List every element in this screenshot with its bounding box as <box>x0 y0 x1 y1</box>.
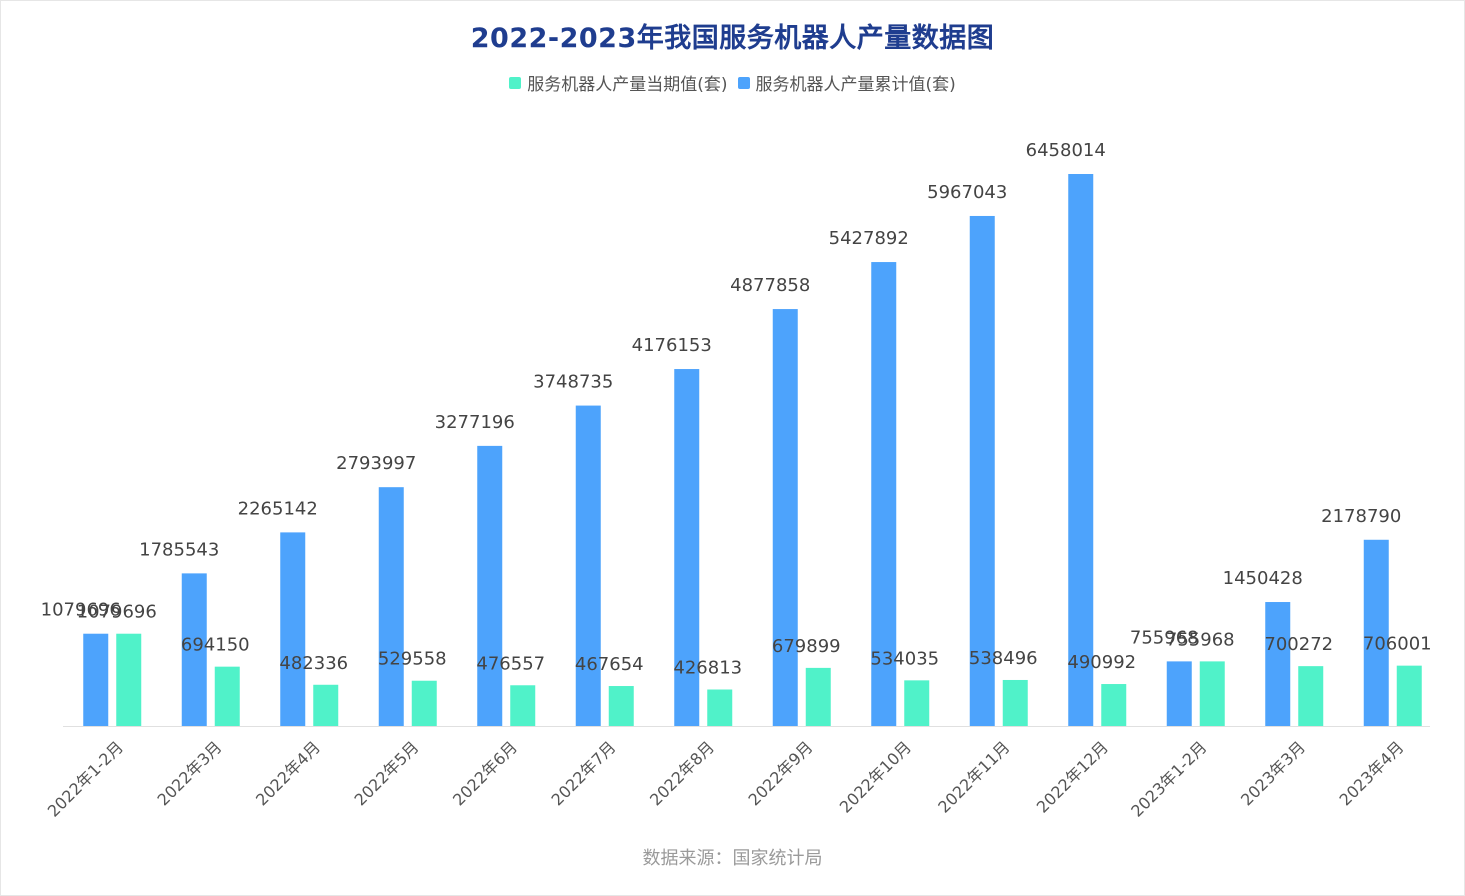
bar-current <box>608 686 634 726</box>
chart-title: 2022-2023年我国服务机器人产量数据图 <box>470 23 995 54</box>
data-label-current: 476557 <box>476 653 545 674</box>
bar-cumulative <box>772 309 798 726</box>
bar-cumulative <box>1166 661 1192 726</box>
data-label-cumulative: 4877858 <box>730 275 810 296</box>
x-tick-label: 2022年12月 <box>1033 737 1112 816</box>
data-label-cumulative: 2265142 <box>238 498 318 519</box>
data-label-current: 529558 <box>378 649 447 670</box>
data-label-current: 482336 <box>279 653 348 674</box>
data-label-cumulative: 6458014 <box>1026 140 1106 161</box>
bar-current <box>904 680 930 726</box>
data-label-current: 538496 <box>969 648 1038 669</box>
bar-current <box>510 685 536 726</box>
legend-label-cumulative: 服务机器人产量累计值(套) <box>755 75 956 95</box>
bar-current <box>411 680 437 726</box>
data-label-cumulative: 4176153 <box>632 335 712 356</box>
data-label-cumulative: 1785543 <box>139 539 219 560</box>
bar-cumulative <box>969 215 995 727</box>
data-label-current: 700272 <box>1264 634 1333 655</box>
x-tick-label: 2022年3月 <box>154 737 226 809</box>
x-tick-label: 2023年3月 <box>1237 737 1309 809</box>
legend-swatch-cumulative <box>737 76 750 89</box>
bar-current <box>1199 661 1225 726</box>
data-label-cumulative: 2178790 <box>1321 506 1401 527</box>
data-label-current: 490992 <box>1067 652 1136 673</box>
bar-cumulative <box>181 573 207 726</box>
bar-cumulative <box>378 487 404 726</box>
data-label-current: 467654 <box>575 654 644 675</box>
x-tick-label: 2022年1-2月 <box>44 737 127 820</box>
x-tick-label: 2022年9月 <box>745 737 817 809</box>
bar-current <box>1396 665 1422 726</box>
data-label-cumulative: 5427892 <box>829 228 909 249</box>
bar-cumulative <box>1363 539 1389 726</box>
data-label-current: 534035 <box>870 648 939 669</box>
data-label-cumulative: 5967043 <box>927 182 1007 203</box>
bar-cumulative <box>1068 174 1094 726</box>
data-label-current: 679899 <box>772 636 841 657</box>
bar-current <box>805 667 831 726</box>
bar-current <box>1002 679 1028 726</box>
x-tick-label: 2022年8月 <box>646 737 718 809</box>
legend-item-cumulative[interactable]: 服务机器人产量累计值(套) <box>737 70 956 95</box>
x-tick-label: 2022年10月 <box>836 737 915 816</box>
bar-current <box>214 666 240 726</box>
x-tick-label: 2022年11月 <box>934 737 1013 816</box>
x-tick-label: 2022年4月 <box>252 737 324 809</box>
data-label-current: 706001 <box>1363 634 1432 655</box>
legend-item-current[interactable]: 服务机器人产量当期值(套) <box>509 70 728 95</box>
data-label-cumulative: 755968 <box>1130 627 1199 648</box>
data-label-current: 694150 <box>181 635 250 656</box>
bar-cumulative <box>280 532 306 726</box>
bar-current <box>707 689 733 726</box>
bar-current <box>116 633 142 726</box>
x-tick-label: 2022年7月 <box>548 737 620 809</box>
bar-cumulative <box>83 633 109 726</box>
data-label-cumulative: 3748735 <box>533 372 613 393</box>
x-tick-label: 2022年6月 <box>449 737 521 809</box>
x-tick-label: 2023年1-2月 <box>1127 737 1210 820</box>
data-label-current: 426813 <box>673 658 742 679</box>
bar-cumulative <box>477 445 503 726</box>
legend: 服务机器人产量当期值(套) 服务机器人产量累计值(套) <box>0 70 1465 95</box>
data-label-current: 1079696 <box>77 602 157 623</box>
data-label-cumulative: 2793997 <box>336 453 416 474</box>
bar-current <box>1101 684 1127 726</box>
bar-current <box>313 684 339 726</box>
data-label-cumulative: 1450428 <box>1223 568 1303 589</box>
bar-cumulative <box>674 369 700 726</box>
x-tick-label: 2023年4月 <box>1336 737 1408 809</box>
legend-label-current: 服务机器人产量当期值(套) <box>527 75 728 95</box>
bar-cumulative <box>575 405 601 726</box>
data-label-cumulative: 1079696 <box>41 600 121 621</box>
data-source: 数据来源：国家统计局 <box>642 848 823 869</box>
data-label-current: 755968 <box>1166 629 1235 650</box>
legend-swatch-current <box>509 76 522 89</box>
bar-cumulative <box>1265 602 1291 726</box>
x-tick-label: 2022年5月 <box>351 737 423 809</box>
bar-cumulative <box>871 262 897 726</box>
data-label-cumulative: 3277196 <box>435 412 515 433</box>
bar-current <box>1298 666 1324 726</box>
